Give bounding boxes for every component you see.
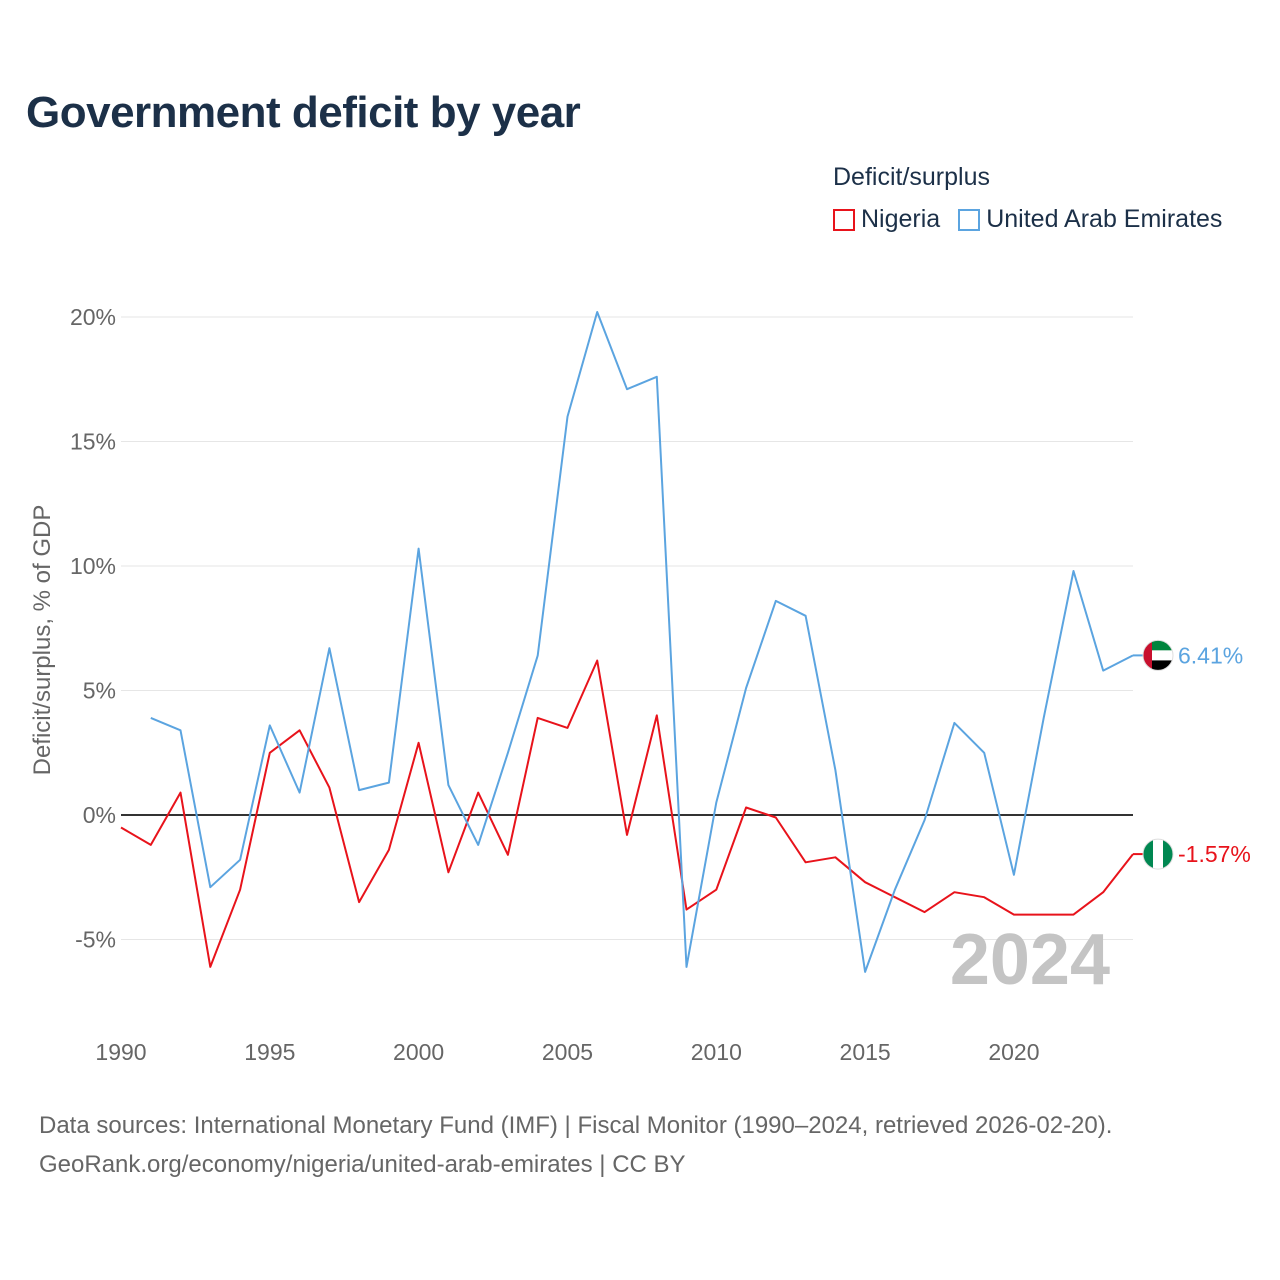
x-tick-label: 2015: [840, 1039, 891, 1065]
series-lines: [120, 311, 1143, 973]
legend-label-uae: United Arab Emirates: [986, 205, 1223, 233]
legend: Nigeria United Arab Emirates: [833, 205, 1222, 234]
y-tick-label: 0%: [83, 802, 116, 828]
y-axis-label: Deficit/surplus, % of GDP: [29, 505, 56, 776]
chart-title: Government deficit by year: [26, 88, 581, 137]
y-tick-label: 10%: [70, 553, 116, 579]
legend-swatch-uae: [958, 208, 981, 231]
uae-flag-icon: [1142, 639, 1174, 671]
x-tick-label: 2010: [691, 1039, 742, 1065]
source-line-1: Data sources: International Monetary Fun…: [39, 1112, 1113, 1139]
series-line-nigeria: [120, 659, 1134, 968]
x-tick-label: 2000: [393, 1039, 444, 1065]
y-tick-label: 15%: [70, 429, 116, 455]
nigeria-flag-icon: [1142, 838, 1174, 870]
legend-item-nigeria[interactable]: Nigeria: [833, 205, 940, 234]
y-tick-label: 20%: [70, 304, 116, 330]
x-axis-ticks: 1990 1995 2000 2005 2010 2015 2020: [95, 1039, 1039, 1065]
uae-end-label: 6.41%: [1178, 642, 1243, 668]
legend-swatch-nigeria: [833, 208, 855, 231]
grid-lines: [121, 316, 1133, 940]
legend-item-uae[interactable]: United Arab Emirates: [958, 205, 1222, 234]
x-tick-label: 2005: [542, 1039, 593, 1065]
legend-label-nigeria: Nigeria: [861, 205, 941, 233]
nigeria-end-label: -1.57%: [1178, 841, 1251, 867]
legend-title: Deficit/surplus: [833, 163, 990, 191]
source-line-2[interactable]: GeoRank.org/economy/nigeria/united-arab-…: [39, 1151, 686, 1178]
x-tick-label: 2020: [988, 1039, 1039, 1065]
y-tick-label: 5%: [83, 678, 116, 704]
data-source-footer: Data sources: International Monetary Fun…: [39, 1106, 1112, 1184]
series-line-uae: [150, 311, 1134, 973]
x-tick-label: 1990: [95, 1039, 146, 1065]
y-tick-label: -5%: [75, 927, 116, 953]
year-watermark: 2024: [950, 920, 1110, 1000]
y-axis-ticks: -5% 0% 5% 10% 15% 20%: [70, 304, 116, 953]
x-tick-label: 1995: [244, 1039, 295, 1065]
